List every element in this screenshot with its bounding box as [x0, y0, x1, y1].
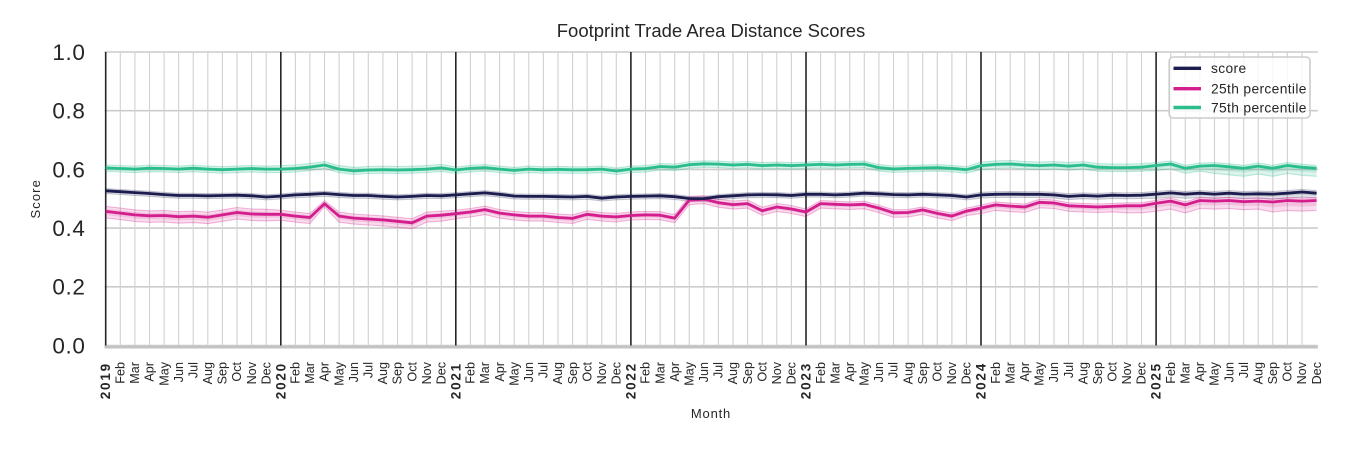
svg-text:Jun: Jun	[1047, 362, 1061, 382]
svg-text:May: May	[157, 361, 171, 385]
svg-text:Aug: Aug	[376, 362, 390, 384]
svg-text:Oct: Oct	[1106, 362, 1120, 382]
svg-text:Score: Score	[28, 179, 43, 218]
svg-text:Jul: Jul	[1237, 362, 1251, 378]
svg-text:Jul: Jul	[1062, 362, 1076, 378]
svg-text:Sep: Sep	[916, 362, 930, 384]
svg-text:Jun: Jun	[872, 362, 886, 382]
svg-text:Apr: Apr	[318, 362, 332, 382]
svg-text:Mar: Mar	[303, 362, 317, 384]
svg-text:Nov: Nov	[770, 361, 784, 384]
svg-text:Nov: Nov	[245, 361, 259, 384]
svg-text:Jun: Jun	[697, 362, 711, 382]
svg-text:25th percentile: 25th percentile	[1211, 82, 1307, 97]
svg-text:0.4: 0.4	[52, 216, 85, 241]
svg-text:May: May	[858, 361, 872, 385]
svg-text:Jun: Jun	[522, 362, 536, 382]
svg-text:2025: 2025	[1149, 362, 1164, 399]
svg-text:Dec: Dec	[259, 362, 273, 384]
svg-text:Mar: Mar	[1003, 362, 1017, 384]
svg-text:Mar: Mar	[653, 362, 667, 384]
svg-text:Apr: Apr	[1193, 362, 1207, 382]
svg-text:Nov: Nov	[595, 361, 609, 384]
svg-text:Footprint Trade Area Distance: Footprint Trade Area Distance Scores	[557, 20, 865, 41]
svg-text:Dec: Dec	[785, 362, 799, 384]
svg-text:Sep: Sep	[566, 362, 580, 384]
svg-text:75th percentile: 75th percentile	[1211, 100, 1307, 115]
svg-text:0.8: 0.8	[52, 99, 85, 124]
svg-text:Feb: Feb	[639, 362, 653, 384]
svg-text:Dec: Dec	[435, 362, 449, 384]
svg-text:Aug: Aug	[726, 362, 740, 384]
svg-text:Nov: Nov	[945, 361, 959, 384]
svg-text:Jul: Jul	[186, 362, 200, 378]
svg-text:score: score	[1211, 61, 1247, 76]
svg-text:Jun: Jun	[172, 362, 186, 382]
svg-text:2021: 2021	[448, 362, 463, 399]
svg-text:0.2: 0.2	[52, 275, 85, 300]
svg-text:2024: 2024	[974, 362, 989, 399]
svg-text:Sep: Sep	[1091, 362, 1105, 384]
svg-text:2023: 2023	[799, 362, 814, 399]
svg-text:Oct: Oct	[230, 362, 244, 382]
svg-text:Mar: Mar	[1179, 362, 1193, 384]
svg-text:Sep: Sep	[216, 362, 230, 384]
svg-text:Jun: Jun	[1222, 362, 1236, 382]
svg-text:Jul: Jul	[887, 362, 901, 378]
svg-text:Aug: Aug	[1076, 362, 1090, 384]
svg-text:Dec: Dec	[1135, 362, 1149, 384]
svg-text:Jul: Jul	[537, 362, 551, 378]
svg-text:Mar: Mar	[128, 362, 142, 384]
svg-text:Month: Month	[691, 406, 731, 421]
svg-text:1.0: 1.0	[52, 40, 85, 65]
svg-text:Aug: Aug	[201, 362, 215, 384]
svg-text:2022: 2022	[623, 362, 638, 399]
svg-text:Jul: Jul	[362, 362, 376, 378]
svg-text:Nov: Nov	[420, 361, 434, 384]
svg-text:Oct: Oct	[755, 362, 769, 382]
svg-text:Feb: Feb	[464, 362, 478, 384]
svg-text:Feb: Feb	[114, 362, 128, 384]
svg-text:Apr: Apr	[843, 362, 857, 382]
svg-text:Dec: Dec	[1310, 362, 1324, 384]
svg-text:Sep: Sep	[741, 362, 755, 384]
svg-text:Feb: Feb	[289, 362, 303, 384]
svg-text:2019: 2019	[98, 362, 113, 399]
svg-text:Oct: Oct	[580, 362, 594, 382]
svg-text:Feb: Feb	[814, 362, 828, 384]
svg-text:Dec: Dec	[610, 362, 624, 384]
svg-text:Apr: Apr	[493, 362, 507, 382]
svg-text:May: May	[1033, 361, 1047, 385]
svg-text:May: May	[332, 361, 346, 385]
svg-text:Jun: Jun	[347, 362, 361, 382]
svg-text:Oct: Oct	[931, 362, 945, 382]
svg-text:0.6: 0.6	[52, 157, 85, 182]
svg-text:Mar: Mar	[828, 362, 842, 384]
svg-text:Aug: Aug	[1251, 362, 1265, 384]
svg-text:Aug: Aug	[551, 362, 565, 384]
svg-text:Dec: Dec	[960, 362, 974, 384]
svg-text:May: May	[1208, 361, 1222, 385]
svg-text:Nov: Nov	[1120, 361, 1134, 384]
svg-text:Feb: Feb	[989, 362, 1003, 384]
svg-text:May: May	[507, 361, 521, 385]
svg-text:Nov: Nov	[1295, 361, 1309, 384]
svg-text:Feb: Feb	[1164, 362, 1178, 384]
svg-text:2020: 2020	[273, 362, 288, 399]
svg-text:Oct: Oct	[1281, 362, 1295, 382]
svg-text:Apr: Apr	[1018, 362, 1032, 382]
svg-text:Aug: Aug	[901, 362, 915, 384]
svg-text:Oct: Oct	[405, 362, 419, 382]
svg-text:Sep: Sep	[1266, 362, 1280, 384]
svg-text:Mar: Mar	[478, 362, 492, 384]
svg-text:Sep: Sep	[391, 362, 405, 384]
svg-text:Apr: Apr	[668, 362, 682, 382]
svg-text:May: May	[683, 361, 697, 385]
svg-text:Apr: Apr	[143, 362, 157, 382]
svg-text:0.0: 0.0	[52, 333, 85, 358]
svg-text:Jul: Jul	[712, 362, 726, 378]
